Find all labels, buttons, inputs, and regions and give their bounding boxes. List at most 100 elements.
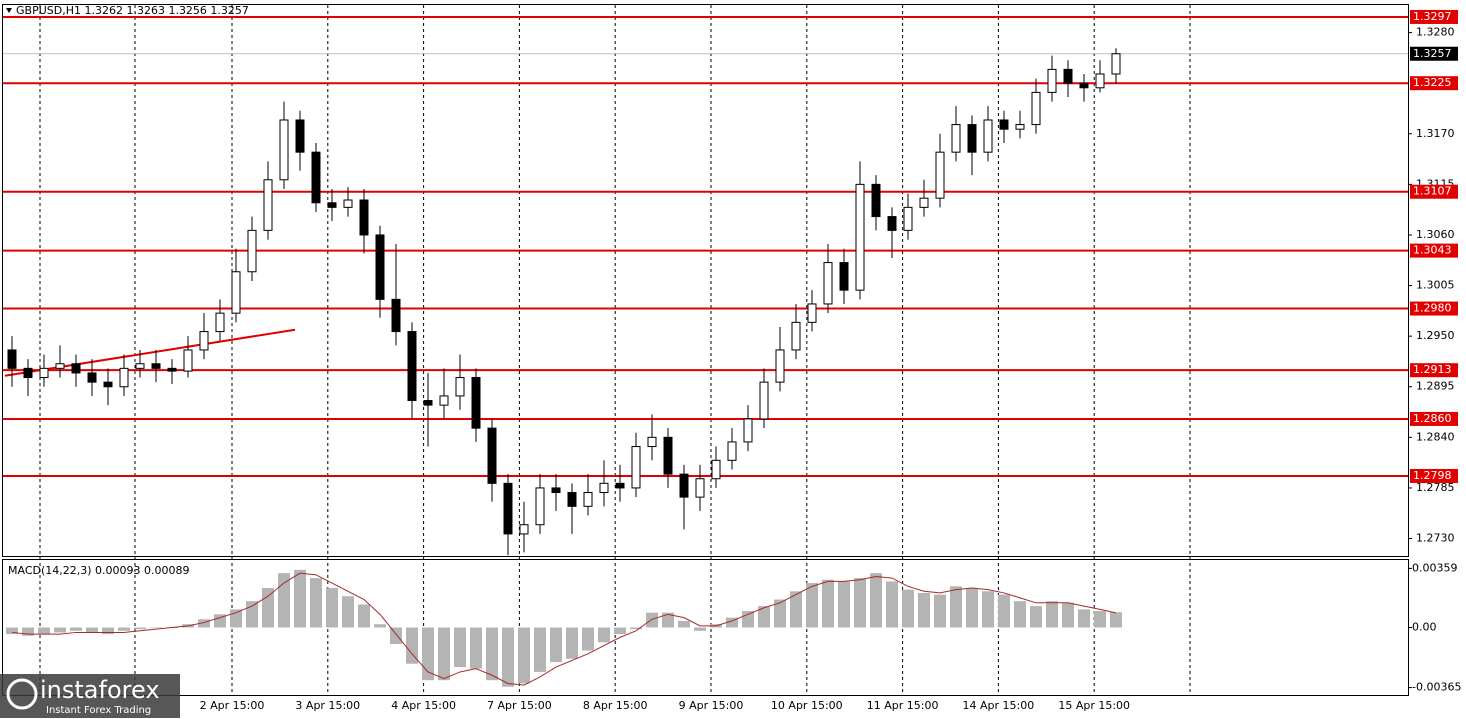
y-tick-label: 1.2895 xyxy=(1416,380,1455,393)
x-tick-label: 8 Apr 15:00 xyxy=(583,699,648,712)
macd-bar xyxy=(118,627,130,631)
macd-bar xyxy=(822,579,834,628)
candle-body xyxy=(807,303,817,323)
macd-bar xyxy=(246,601,258,628)
level-tag xyxy=(1410,411,1458,426)
macd-bar xyxy=(102,627,114,635)
macd-bar xyxy=(966,587,978,628)
y-tick-label: 1.2840 xyxy=(1416,430,1455,443)
macd-bar xyxy=(550,627,562,663)
macd-bar xyxy=(214,614,226,628)
y-tick-label: 1.2950 xyxy=(1416,329,1455,342)
candle-body xyxy=(999,119,1009,130)
macd-bar xyxy=(726,617,738,628)
macd-bar xyxy=(454,627,466,668)
candle-body xyxy=(663,436,673,475)
candle-body xyxy=(135,363,145,369)
macd-bar xyxy=(614,627,626,635)
level-tag xyxy=(1410,76,1458,91)
candle-body xyxy=(1111,53,1121,75)
candle-body xyxy=(599,482,609,494)
candle-body xyxy=(103,381,113,388)
candle-body xyxy=(87,372,97,383)
x-tick-label: 14 Apr 15:00 xyxy=(963,699,1035,712)
candle-body xyxy=(455,377,465,397)
candle-body xyxy=(935,151,945,199)
macd-bar xyxy=(950,586,962,628)
macd-bar xyxy=(198,619,210,628)
candle-body xyxy=(311,151,321,204)
level-label: 1.2980 xyxy=(1413,302,1452,315)
title-arrow xyxy=(6,8,12,13)
level-label: 1.3225 xyxy=(1413,76,1452,89)
candle-body xyxy=(519,524,529,535)
logo-brand: instaforex xyxy=(40,676,160,704)
level-label: 1.2860 xyxy=(1413,412,1452,425)
candle-body xyxy=(167,367,177,372)
candle-body xyxy=(647,436,657,448)
x-tick-label: 2 Apr 15:00 xyxy=(200,699,265,712)
candle-body xyxy=(1079,82,1089,89)
candle-body xyxy=(583,492,593,507)
x-tick-label: 3 Apr 15:00 xyxy=(295,699,360,712)
macd-bar xyxy=(758,606,770,628)
candle-body xyxy=(919,197,929,208)
candle-body xyxy=(359,199,369,236)
macd-bar xyxy=(326,587,338,628)
macd-bar xyxy=(262,587,274,628)
x-tick-label: 9 Apr 15:00 xyxy=(679,699,744,712)
macd-bar xyxy=(310,578,322,628)
level-label: 1.3043 xyxy=(1413,244,1452,257)
candle-body xyxy=(279,119,289,181)
candle-body xyxy=(1047,68,1057,93)
candle-body xyxy=(199,331,209,351)
candle-body xyxy=(695,478,705,498)
candle-body xyxy=(263,179,273,231)
macd-bar xyxy=(294,569,306,628)
candle-body xyxy=(679,473,689,498)
macd-bar xyxy=(342,596,354,628)
macd-bar xyxy=(662,612,674,628)
candle-body xyxy=(151,363,161,369)
macd-bar xyxy=(838,581,850,628)
macd-bar xyxy=(694,627,706,631)
macd-bar xyxy=(774,599,786,628)
candle-body xyxy=(743,418,753,443)
macd-bar xyxy=(886,581,898,628)
candle-body xyxy=(391,298,401,333)
candle-body xyxy=(1095,73,1105,89)
y-tick-label: 1.2785 xyxy=(1416,481,1455,494)
macd-bar xyxy=(1078,609,1090,628)
macd-bar xyxy=(406,627,418,664)
macd-bar xyxy=(582,627,594,651)
x-tick-label: 11 Apr 15:00 xyxy=(867,699,939,712)
candle-body xyxy=(711,459,721,480)
macd-bar xyxy=(918,592,930,628)
x-tick-label: 7 Apr 15:00 xyxy=(487,699,552,712)
macd-bar xyxy=(534,627,546,672)
candle-body xyxy=(343,199,353,208)
candle-body xyxy=(631,446,641,489)
macd-bar xyxy=(150,627,162,628)
candle-body xyxy=(839,262,849,291)
macd-tick-label: -0.00365 xyxy=(1412,681,1461,694)
candle-body xyxy=(39,367,49,379)
macd-bar xyxy=(278,573,290,628)
x-tick-label: 4 Apr 15:00 xyxy=(391,699,456,712)
candle-body xyxy=(71,363,81,374)
macd-bar xyxy=(518,627,530,684)
macd-bar xyxy=(422,627,434,681)
macd-bar xyxy=(374,624,386,628)
macd-bar xyxy=(1062,602,1074,628)
macd-tick-label: 0.00359 xyxy=(1412,561,1458,574)
price-tag xyxy=(1410,46,1458,61)
macd-bar xyxy=(678,620,690,628)
macd-label: MACD(14,22,3) 0.00093 0.00089 xyxy=(8,564,190,577)
candle-body xyxy=(855,183,865,291)
level-tag xyxy=(1410,301,1458,316)
macd-bar xyxy=(870,573,882,628)
chart-title: GBPUSD,H1 1.3262 1.3263 1.3256 1.3257 xyxy=(16,4,249,17)
candle-body xyxy=(535,487,545,526)
candle-body xyxy=(295,119,305,153)
macd-bar xyxy=(742,611,754,628)
